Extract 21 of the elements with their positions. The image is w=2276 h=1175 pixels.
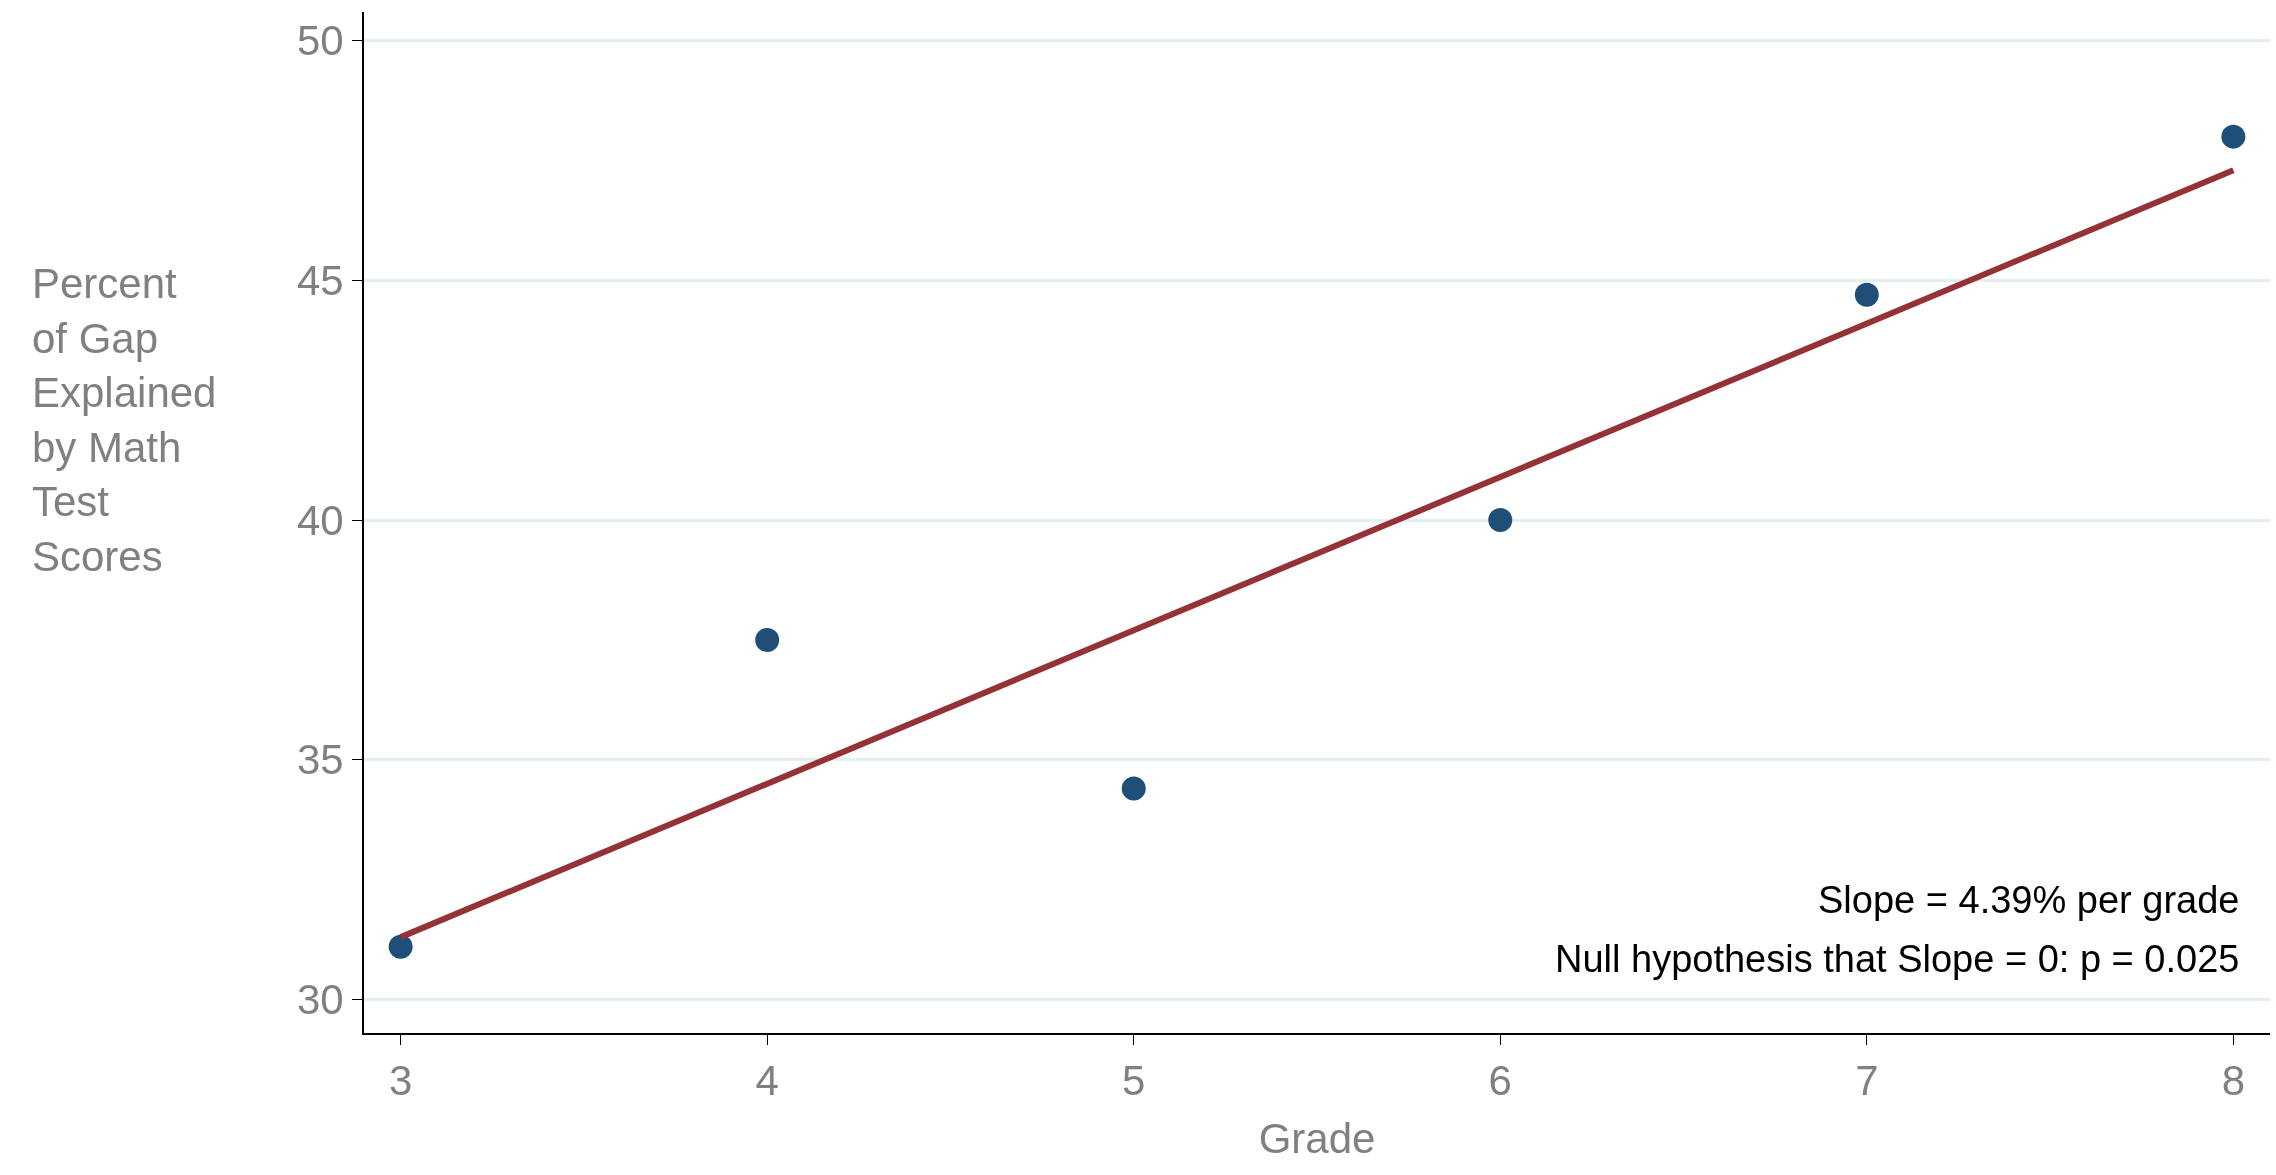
x-axis-title: Grade — [1258, 1114, 1376, 1162]
x-tick-label: 7 — [1855, 1057, 1879, 1105]
y-axis-title: Percent of Gap Explained by Math Test Scores — [32, 260, 217, 580]
annotation: Slope = 4.39% per grade — [1818, 879, 2240, 921]
x-tick-label: 6 — [1488, 1057, 1512, 1105]
y-tick-label: 30 — [296, 976, 344, 1024]
point — [1488, 508, 1513, 533]
annotation: Null hypothesis that Slope = 0: p = 0.025 — [1555, 938, 2240, 980]
x-tick-label: 5 — [1122, 1057, 1146, 1105]
y-tick-label: 50 — [296, 17, 344, 65]
x-tick-label: 4 — [755, 1057, 779, 1105]
point — [388, 934, 413, 959]
y-tick-label: 35 — [296, 736, 344, 784]
x-tick-label: 8 — [2221, 1057, 2246, 1105]
point — [755, 627, 780, 652]
y-tick-label: 45 — [296, 257, 344, 305]
point — [1854, 282, 1879, 307]
y-tick-label: 40 — [296, 496, 344, 544]
x-tick-label: 3 — [388, 1057, 413, 1105]
point — [2221, 124, 2246, 149]
point — [1121, 776, 1146, 801]
